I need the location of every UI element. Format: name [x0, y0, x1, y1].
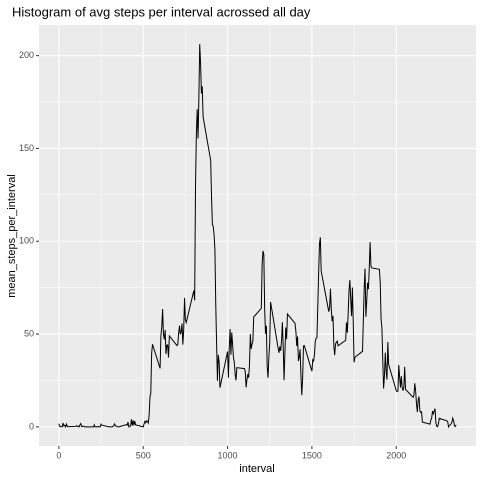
line: [58, 44, 457, 429]
y-tick-label: 0: [29, 421, 34, 431]
y-axis-title: mean_steps_per_interval: [6, 174, 18, 298]
x-axis-title: interval: [239, 463, 274, 475]
x-tick-label: 1000: [218, 450, 238, 460]
y-tick-label: 100: [19, 236, 34, 246]
x-tick-label: 2000: [386, 450, 406, 460]
x-tick-label: 1500: [302, 450, 322, 460]
x-tick-label: 0: [56, 450, 61, 460]
y-tick-label: 200: [19, 50, 34, 60]
y-tick-label: 50: [24, 328, 34, 338]
x-tick-label: 500: [136, 450, 151, 460]
y-tick-label: 150: [19, 143, 34, 153]
panel: [39, 25, 476, 446]
chart-title: Histogram of avg steps per interval acro…: [12, 4, 311, 19]
